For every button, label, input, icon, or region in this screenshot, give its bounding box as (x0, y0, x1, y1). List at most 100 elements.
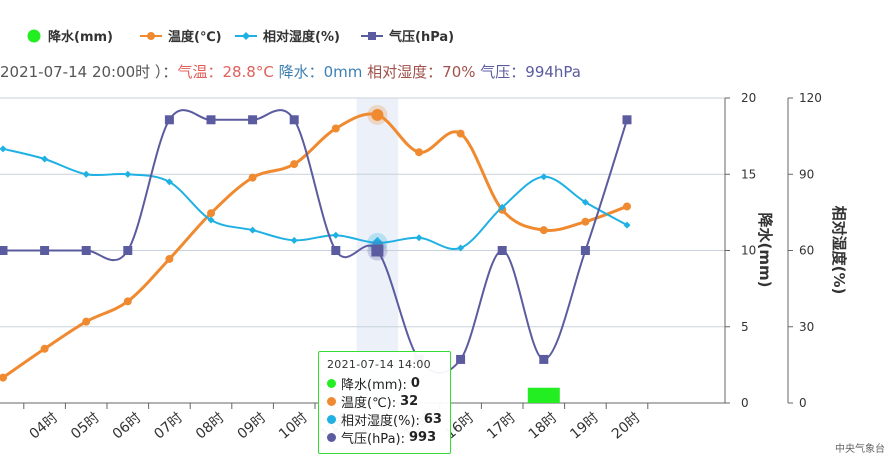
pressure-point-13 (539, 354, 549, 364)
pressure-point-1 (40, 246, 50, 255)
rain-tick-label-0: 0 (741, 396, 749, 410)
series-2 (0, 145, 631, 253)
summary-temp: 气温：28.8°C (177, 63, 274, 81)
humidity-tick-label-4: 120 (799, 91, 822, 105)
summary-rain: 降水：0mm (278, 63, 363, 81)
x-tick-label-5: 08时 (193, 410, 228, 443)
temp-point-3 (123, 297, 132, 306)
tooltip-dot-temp (327, 396, 336, 406)
x-tick-label-12: 17时 (484, 410, 519, 443)
pressure-point-8 (331, 246, 341, 255)
humidity-point-11 (457, 244, 465, 252)
legend-marker-2 (235, 31, 257, 40)
humidity-point-13 (540, 173, 548, 181)
temp-point-1 (40, 344, 49, 353)
x-tick-label-14: 19时 (567, 410, 602, 443)
humidity-point-2 (82, 170, 90, 178)
humidity-point-6 (249, 226, 257, 234)
rain-tick-label-3: 15 (741, 167, 756, 181)
humidity-point-1 (41, 155, 49, 163)
pressure-point-0 (0, 246, 8, 255)
pressure-point-11 (456, 354, 466, 364)
rain-axis-title: 降水(mm) (756, 213, 774, 288)
series-1 (0, 104, 631, 382)
humidity-point-10 (415, 234, 423, 242)
series-line-1 (2, 112, 628, 379)
humidity-tick-label-2: 60 (799, 244, 814, 258)
pressure-point-9 (371, 244, 384, 257)
pressure-point-2 (81, 246, 91, 255)
series-3 (0, 109, 632, 375)
temp-point-14 (581, 217, 590, 226)
series-0 (527, 387, 560, 403)
temp-point-11 (456, 129, 465, 138)
summary-prefix: 2021-07-14 20:00时 ）： (0, 63, 178, 81)
humidity-axis-title: 相对湿度(%) (830, 206, 848, 295)
pressure-point-15 (622, 115, 632, 125)
x-tick-label-15: 20时 (609, 410, 644, 443)
tooltip-dot-pressure (327, 432, 336, 442)
x-tick-label-6: 09时 (235, 410, 270, 443)
pressure-point-7 (289, 115, 299, 125)
humidity-point-4 (165, 178, 173, 186)
temp-point-8 (331, 124, 340, 133)
humidity-point-8 (332, 231, 340, 239)
temp-point-10 (415, 148, 423, 157)
legend-label-0: 降水(mm) (48, 30, 113, 45)
tooltip-row-humidity: 相对湿度(%): 63 (327, 410, 442, 429)
legend-marker-3 (361, 31, 383, 40)
humidity-tick-label-0: 0 (799, 396, 807, 410)
humidity-point-5 (207, 216, 215, 224)
x-tick-label-1: 04时 (27, 410, 62, 443)
humidity-point-3 (124, 170, 132, 178)
humidity-point-12 (498, 203, 506, 211)
legend-item-2[interactable]: 相对湿度(%) (235, 26, 340, 45)
legend-item-1[interactable]: 温度(℃) (140, 26, 222, 45)
legend-label-2: 相对湿度(%) (263, 30, 340, 45)
humidity-point-7 (290, 236, 298, 244)
series-line-2 (2, 147, 628, 251)
chart-tooltip: 2021-07-14 14:00 降水(mm): 0 温度(℃): 32 相对湿度(… (318, 351, 451, 454)
temp-point-6 (248, 173, 257, 182)
rain-tick-label-4: 20 (741, 91, 756, 105)
current-summary: 2021-07-14 20:00时 ）：气温：28.8°C 降水：0mm 相对湿… (0, 61, 581, 82)
temp-point-2 (82, 317, 91, 326)
tooltip-dot-humidity (327, 414, 336, 424)
pressure-point-6 (248, 115, 258, 125)
temp-point-15 (623, 202, 631, 211)
legend-item-0[interactable]: 降水(mm) (26, 26, 113, 45)
humidity-tick-label-1: 30 (799, 320, 814, 334)
temp-point-5 (207, 209, 215, 218)
tooltip-row-temp: 温度(℃): 32 (327, 392, 442, 411)
legend-label-3: 气压(hPa) (389, 30, 455, 45)
legend-label-1: 温度(℃) (168, 30, 222, 45)
tooltip-row-rain: 降水(mm): 0 (327, 374, 442, 393)
humidity-tick-label-3: 90 (799, 167, 814, 181)
x-tick-label-2: 05时 (68, 410, 103, 443)
pressure-point-14 (580, 246, 590, 255)
x-tick-label-3: 06时 (110, 410, 145, 443)
summary-humidity: 相对湿度：70% (367, 63, 476, 81)
series-line-3 (2, 109, 628, 375)
x-tick-label-4: 07时 (151, 410, 186, 443)
temp-point-0 (0, 373, 7, 382)
x-tick-label-13: 18时 (526, 410, 561, 443)
rain-tick-label-2: 10 (741, 244, 756, 258)
temp-point-7 (290, 160, 299, 169)
pressure-point-3 (123, 246, 133, 255)
pressure-point-12 (497, 246, 507, 255)
legend-marker-0 (27, 29, 41, 42)
summary-pressure: 气压：994hPa (480, 63, 581, 81)
legend-marker-1 (140, 31, 162, 40)
source-credit: 中央气象台 (835, 444, 885, 455)
legend-item-3[interactable]: 气压(hPa) (361, 26, 454, 45)
x-tick-label-7: 10时 (276, 410, 311, 443)
tooltip-dot-rain (327, 378, 336, 388)
tooltip-title: 2021-07-14 14:00 (327, 358, 431, 371)
temp-point-4 (165, 254, 174, 263)
humidity-point-14 (581, 198, 589, 206)
humidity-point-0 (0, 145, 7, 153)
temp-point-13 (539, 226, 548, 235)
temp-point-9 (371, 108, 384, 121)
pressure-point-5 (206, 115, 216, 125)
